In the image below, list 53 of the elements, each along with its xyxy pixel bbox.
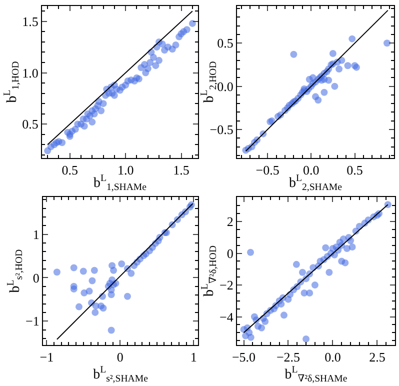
- x-tick-label: −0.5: [256, 162, 280, 178]
- point: [92, 308, 99, 316]
- point: [338, 56, 346, 64]
- point: [314, 96, 322, 104]
- x-tick-label: 0: [116, 350, 124, 365]
- point: [108, 291, 115, 298]
- x-tick-label: 1.5: [173, 162, 190, 178]
- y-tick-label: 0: [32, 270, 40, 286]
- y-tick-label: 0.5: [22, 116, 38, 132]
- point: [108, 326, 115, 334]
- point: [331, 82, 338, 90]
- x-tick-label: 0.5: [62, 162, 78, 178]
- point: [70, 264, 78, 272]
- point: [110, 266, 118, 274]
- point: [309, 74, 316, 82]
- point: [88, 277, 96, 284]
- y-tick-label: 1.5: [22, 14, 38, 29]
- x-tick-label: 1: [190, 350, 197, 365]
- y-tick-label: 1: [32, 226, 40, 242]
- point: [344, 62, 352, 70]
- y-tick-label: −4: [220, 309, 234, 324]
- point: [290, 50, 298, 58]
- point: [128, 270, 135, 277]
- y-tick-label: 1.0: [22, 65, 38, 80]
- x-tick-label: 0.0: [303, 162, 320, 178]
- point: [70, 286, 78, 293]
- x-tick-label: −5.0: [232, 350, 256, 365]
- point: [80, 268, 87, 275]
- point: [53, 268, 60, 276]
- y-tick-label: −2: [220, 278, 234, 293]
- y-tick-label: 0.5: [217, 36, 234, 51]
- y-tick-label: −0.5: [210, 122, 234, 138]
- point: [348, 35, 356, 42]
- y-tick-label: −1: [26, 314, 40, 329]
- point: [384, 40, 391, 47]
- x-tick-label: 2.5: [369, 350, 386, 365]
- point: [118, 260, 126, 268]
- x-tick-label: 1.0: [117, 162, 134, 178]
- x-tick-label: −2.5: [276, 350, 300, 365]
- point: [320, 88, 328, 96]
- y-tick-label: 0: [226, 246, 234, 261]
- point: [329, 50, 336, 57]
- point: [100, 304, 107, 312]
- x-tick-label: 0.5: [346, 162, 363, 178]
- y-tick-label: 0.0: [217, 78, 234, 94]
- point: [86, 288, 93, 295]
- point: [325, 76, 332, 84]
- point: [90, 266, 98, 274]
- point: [336, 66, 343, 73]
- point: [124, 292, 131, 300]
- point: [76, 303, 82, 310]
- x-tick-label: 0.0: [324, 350, 341, 365]
- y-tick-label: 2: [226, 214, 234, 230]
